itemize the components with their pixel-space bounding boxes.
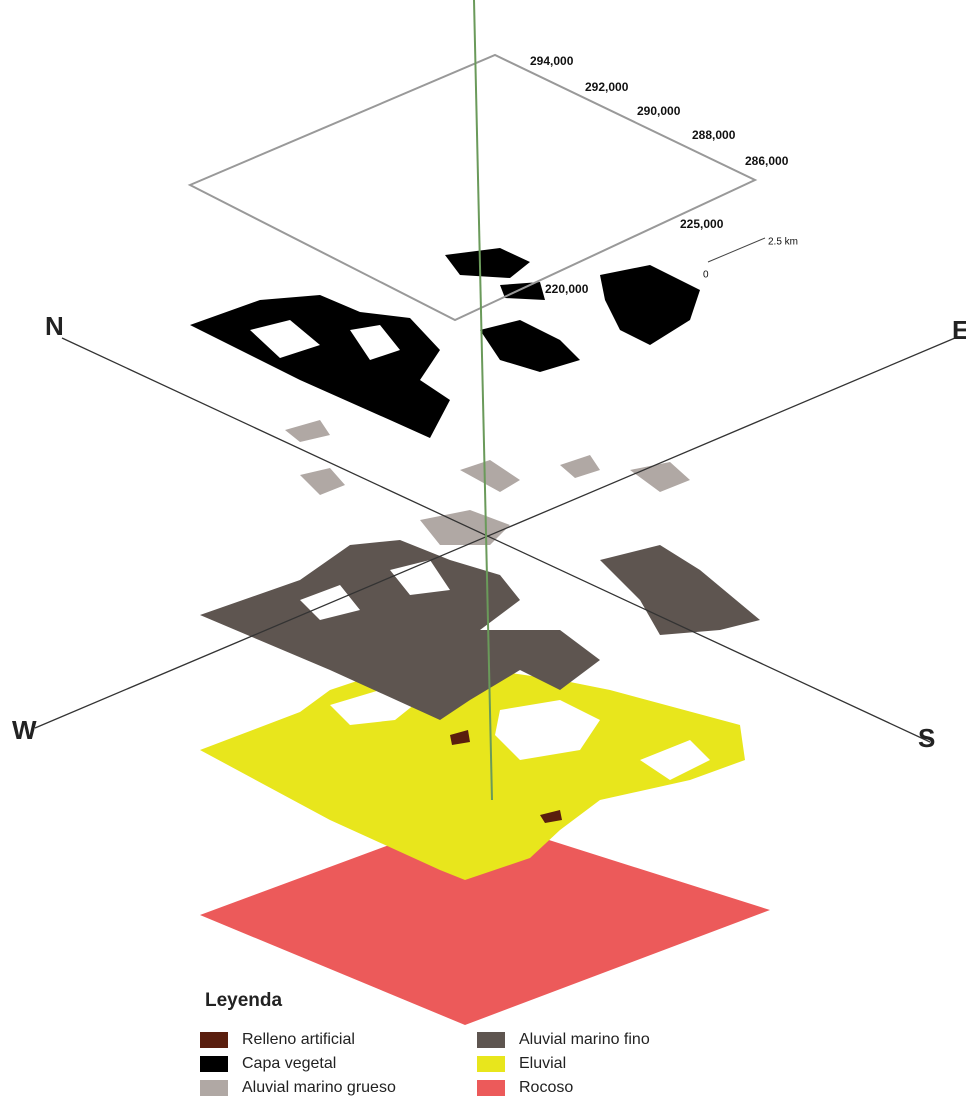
- legend-swatch: [477, 1056, 505, 1072]
- coord-label: 294,000: [530, 54, 574, 68]
- scale-bar: [707, 237, 766, 263]
- we-axis: [34, 337, 956, 729]
- aluvial-fino-hole: [300, 560, 450, 620]
- legend: Relleno artificial Capa vegetal Aluvial ma…: [200, 1031, 650, 1096]
- eluvial-layer: [200, 660, 745, 880]
- direction-s: S: [918, 723, 935, 753]
- coord-label: 225,000: [680, 217, 724, 231]
- legend-label: Capa vegetal: [242, 1055, 336, 1072]
- aluvial-grueso-layer: [285, 420, 690, 545]
- legend-swatch: [477, 1080, 505, 1096]
- capa-vegetal-layer: [190, 248, 700, 438]
- capa-vegetal-hole: [250, 320, 400, 360]
- relleno-patch: [450, 730, 562, 823]
- rocoso-layer: [200, 815, 770, 1025]
- coord-label: 290,000: [637, 104, 681, 118]
- legend-label: Aluvial marino fino: [519, 1031, 650, 1048]
- direction-e: E: [952, 315, 966, 345]
- legend-swatch: [200, 1032, 228, 1048]
- legend-swatch: [200, 1056, 228, 1072]
- legend-label: Rocoso: [519, 1079, 573, 1096]
- frame: [187, 53, 758, 322]
- legend-label: Relleno artificial: [242, 1031, 355, 1048]
- legend-title: Leyenda: [205, 990, 283, 1011]
- coord-label: 288,000: [692, 128, 736, 142]
- vertical-axis: [473, 0, 493, 801]
- ns-axis: [61, 337, 931, 743]
- coord-label: 286,000: [745, 154, 789, 168]
- aluvial-fino-layer: [200, 540, 760, 720]
- direction-n: N: [45, 311, 64, 341]
- scale-end: 2.5 km: [768, 237, 798, 248]
- legend-swatch: [477, 1032, 505, 1048]
- eluvial-hole: [330, 690, 710, 780]
- direction-w: W: [12, 715, 37, 745]
- coord-label: 220,000: [545, 282, 589, 296]
- legend-label: Aluvial marino grueso: [242, 1079, 396, 1096]
- scale-start: 0: [703, 270, 709, 281]
- legend-swatch: [200, 1080, 228, 1096]
- coord-label: 292,000: [585, 80, 629, 94]
- legend-label: Eluvial: [519, 1055, 566, 1072]
